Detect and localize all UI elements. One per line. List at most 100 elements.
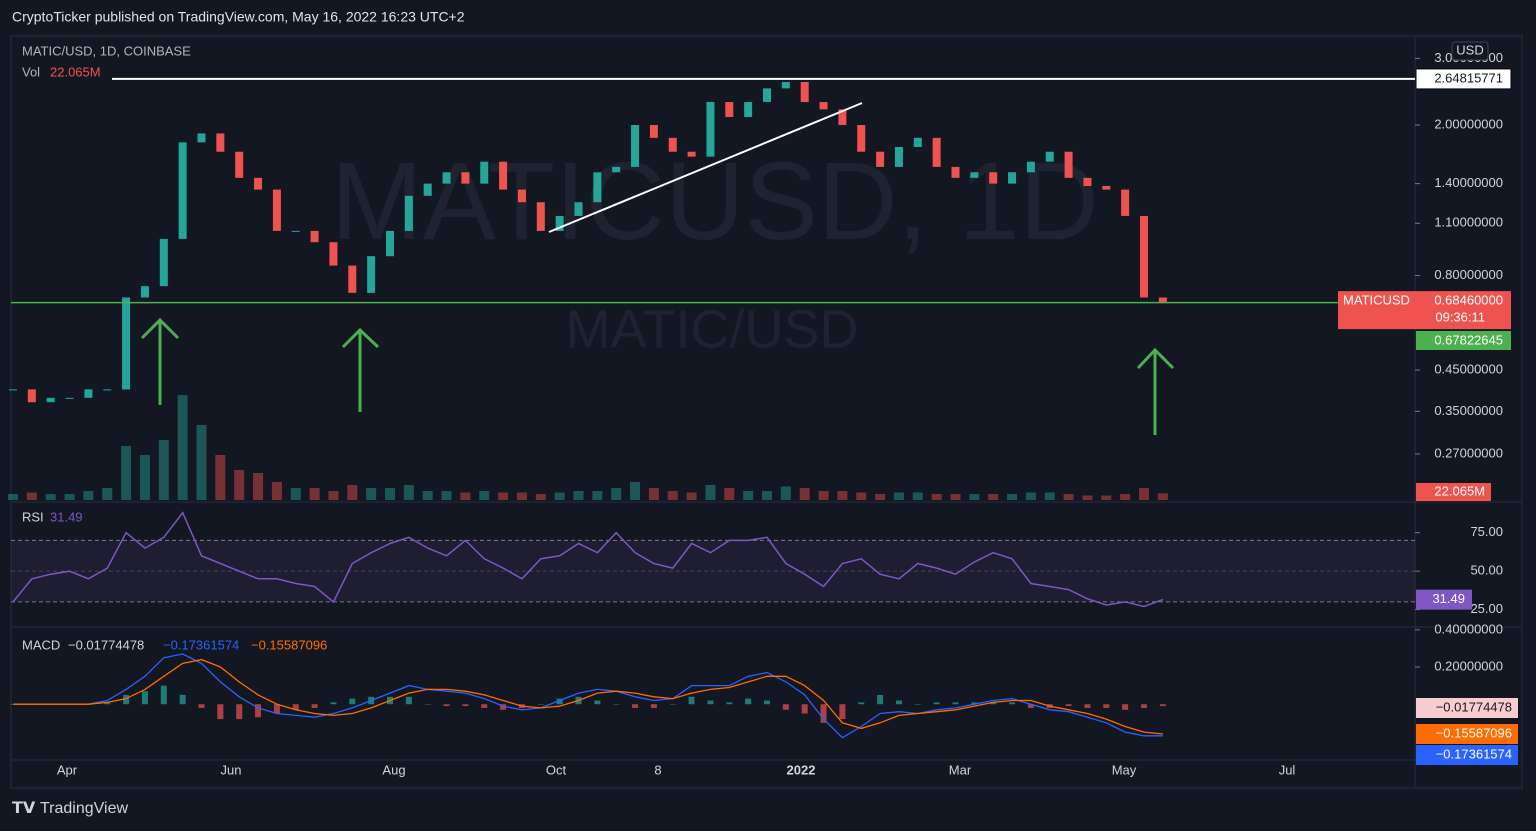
candle	[423, 183, 432, 196]
volume-bar	[535, 494, 546, 500]
resistance-label: 2.64815771	[1434, 70, 1503, 85]
volume-bar	[592, 491, 603, 500]
y-tick-label: 25.00	[1470, 601, 1503, 616]
macd-histogram	[839, 704, 846, 720]
candle	[857, 125, 866, 152]
x-tick-label: Jun	[221, 762, 242, 777]
macd-histogram	[217, 704, 224, 720]
volume-bar	[215, 455, 226, 500]
candle	[197, 133, 206, 143]
macd-histogram	[198, 704, 205, 708]
resistance-label-bg	[1415, 68, 1512, 90]
macd-histogram	[669, 704, 676, 705]
volume-bar	[234, 470, 245, 500]
rsi-label: 31.49	[1432, 591, 1465, 606]
volume-bar	[177, 395, 188, 500]
macd-histogram	[782, 704, 789, 710]
macd-histogram	[292, 704, 299, 710]
candle	[178, 142, 187, 239]
macd-histogram	[424, 704, 431, 705]
macd-histogram	[820, 704, 827, 723]
macd-histogram	[688, 696, 695, 705]
volume-bar	[554, 492, 565, 500]
volume-bar	[950, 494, 961, 500]
candle	[536, 202, 545, 231]
volume-bar	[667, 491, 678, 500]
candle	[1045, 151, 1054, 162]
candle	[951, 166, 960, 178]
macd-histogram	[1009, 702, 1016, 705]
volume-bar	[83, 491, 94, 500]
candle	[1102, 185, 1111, 190]
y-tick-label: 0.80000000	[1434, 267, 1503, 282]
candle	[254, 177, 263, 190]
candle	[386, 230, 394, 257]
macd-histogram	[179, 694, 186, 705]
macd-histogram	[500, 704, 507, 710]
volume-bar	[630, 482, 641, 500]
macd-hist-value: −0.01774478	[68, 637, 144, 652]
volume-bar	[121, 446, 132, 500]
candle	[781, 81, 790, 89]
footer: TradingView	[40, 800, 128, 817]
macd-histogram	[1084, 704, 1091, 708]
macd-histogram	[707, 700, 714, 705]
volume-bar	[479, 491, 490, 500]
macd-histogram	[858, 702, 865, 705]
volume-bar	[856, 492, 867, 500]
rsi-label-bg	[1416, 589, 1472, 610]
y-tick-label: 0.27000000	[1434, 445, 1503, 460]
volume-bar	[837, 491, 848, 500]
axis-labels: 3.000000002.000000001.400000001.10000000…	[57, 41, 1518, 777]
volume-bar	[799, 488, 810, 500]
volume-bar	[875, 494, 886, 500]
x-tick-label: May	[1112, 762, 1137, 777]
macd-histogram	[764, 700, 770, 705]
candle	[1140, 215, 1148, 298]
y-tick-label: 0.45000000	[1434, 361, 1503, 376]
candle	[574, 202, 583, 216]
candle	[819, 102, 828, 110]
countdown: 09:36:11	[1435, 310, 1485, 325]
volume-bar	[573, 491, 584, 500]
volume-value: 22.065M	[50, 64, 101, 79]
price-label-bg	[1338, 291, 1511, 330]
volume-bar	[102, 488, 113, 500]
volume-bar	[1120, 494, 1131, 500]
macd-histogram	[801, 704, 808, 714]
rsi-name: RSI	[22, 509, 44, 524]
macd-histogram	[255, 704, 262, 718]
volume-bar	[743, 491, 754, 500]
volume-bar	[328, 491, 339, 500]
candle	[122, 297, 131, 390]
watermark-sub: MATIC/USD	[566, 299, 859, 359]
candle	[894, 146, 903, 167]
macd-histogram	[914, 704, 921, 705]
arrow	[341, 327, 380, 412]
macd-histogram	[311, 704, 318, 708]
macd-histogram	[1103, 704, 1110, 708]
macd-histogram	[990, 702, 997, 705]
macd-histogram	[1159, 704, 1166, 707]
x-tick-label: Oct	[546, 762, 567, 777]
macd-histogram	[745, 698, 752, 705]
candle	[235, 151, 244, 178]
plot	[8, 57, 1420, 739]
macd-histogram	[594, 700, 601, 705]
volume-bar	[1101, 495, 1112, 500]
macd-histogram	[123, 694, 130, 705]
volume-bar	[64, 494, 75, 500]
macd-histogram	[1027, 704, 1034, 708]
candle	[631, 125, 640, 167]
volume-bar	[762, 491, 772, 500]
volume-bar	[893, 492, 904, 500]
symbol: MATIC/USD, 1D, COINBASE	[22, 43, 191, 58]
macd-histogram	[349, 698, 356, 705]
volume-bar	[45, 494, 56, 500]
support-label-bg	[1416, 331, 1511, 350]
volume-bar	[1139, 488, 1149, 500]
candle	[46, 397, 55, 403]
macd-histogram	[462, 704, 469, 707]
